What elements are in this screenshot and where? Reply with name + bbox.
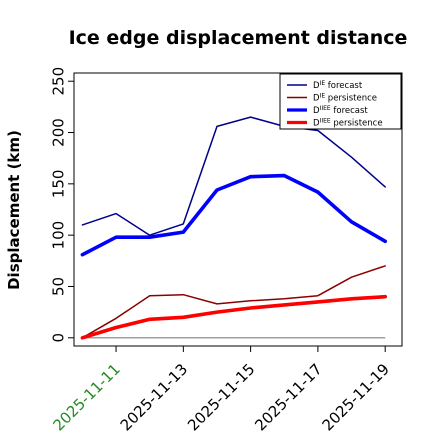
y-axis-label: Displacement (km)	[5, 130, 23, 290]
series-line-2	[81, 265, 386, 339]
y-tick-label: 100	[49, 221, 67, 250]
x-tick-label: 2025-11-15	[184, 360, 258, 434]
x-tick-label: 2025-11-17	[251, 360, 325, 434]
series-line-4	[80, 294, 388, 340]
chart-title: Ice edge displacement distance	[69, 27, 408, 49]
legend-label-3: DIIEE forecast	[313, 105, 368, 116]
plot-frame	[73, 72, 403, 347]
series-line-1	[81, 116, 386, 236]
x-tick-label: 2025-11-19	[319, 360, 393, 434]
x-tick-label: 2025-11-13	[117, 360, 191, 434]
y-tick-label: 200	[49, 118, 67, 147]
x-tick-label: 2025-11-11	[50, 360, 124, 434]
legend-label-1: DIE forecast	[313, 80, 363, 91]
y-tick-label: 0	[49, 333, 67, 343]
y-tick-label: 250	[49, 67, 67, 96]
y-tick-label: 150	[49, 170, 67, 199]
legend-label-2: DIE persistence	[313, 93, 377, 104]
legend-label-4: DIIEE persistence	[313, 118, 383, 129]
legend-box	[279, 73, 402, 130]
series-line-3	[80, 173, 388, 257]
y-tick-label: 50	[49, 277, 67, 296]
